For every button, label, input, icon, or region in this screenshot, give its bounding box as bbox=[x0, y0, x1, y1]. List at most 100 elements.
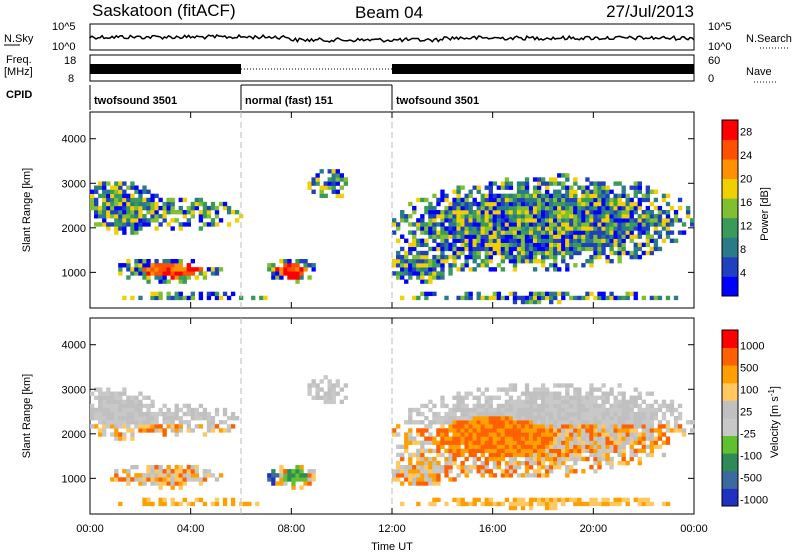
heatmap-cell bbox=[536, 448, 542, 454]
heatmap-cell bbox=[593, 242, 598, 248]
heatmap-cell bbox=[669, 238, 675, 243]
heatmap-cell bbox=[178, 210, 183, 215]
heatmap-cell bbox=[420, 226, 425, 231]
heatmap-cell bbox=[524, 448, 530, 454]
heatmap-cell bbox=[573, 222, 578, 227]
heatmap-cell bbox=[126, 210, 131, 215]
heatmap-cell bbox=[593, 416, 598, 421]
heatmap-cell bbox=[565, 210, 570, 215]
heatmap-cell bbox=[557, 383, 562, 388]
heatmap-cell bbox=[605, 218, 610, 223]
heatmap-cell bbox=[625, 407, 630, 413]
heatmap-cell bbox=[557, 214, 562, 219]
heatmap-cell bbox=[609, 432, 614, 437]
heatmap-cell bbox=[540, 201, 546, 207]
heatmap-cell bbox=[448, 428, 453, 433]
heatmap-cell bbox=[593, 395, 598, 400]
heatmap-cell bbox=[218, 295, 224, 301]
heatmap-cell bbox=[190, 267, 195, 272]
heatmap-cell bbox=[106, 416, 111, 421]
heatmap-cell bbox=[142, 271, 147, 276]
heatmap-cell bbox=[472, 444, 477, 449]
heatmap-cell bbox=[94, 407, 99, 413]
heatmap-cell bbox=[669, 399, 675, 405]
heatmap-cell bbox=[553, 465, 558, 470]
heatmap-cell bbox=[488, 218, 493, 223]
heatmap-cell bbox=[553, 189, 558, 194]
heatmap-cell bbox=[565, 411, 570, 417]
heatmap-cell bbox=[585, 226, 590, 231]
heatmap-cell bbox=[500, 469, 506, 474]
heatmap-cell bbox=[609, 460, 614, 466]
heatmap-cell bbox=[150, 428, 155, 433]
heatmap-cell bbox=[154, 424, 159, 429]
heatmap-cell bbox=[528, 420, 534, 425]
heatmap-cell bbox=[412, 234, 417, 239]
heatmap-cell bbox=[190, 201, 195, 207]
heatmap-cell bbox=[585, 205, 590, 211]
heatmap-cell bbox=[440, 452, 445, 458]
heatmap-cell bbox=[400, 444, 405, 449]
heatmap-cell bbox=[629, 222, 634, 227]
heatmap-cell bbox=[202, 275, 208, 280]
heatmap-cell bbox=[557, 197, 562, 203]
heatmap-cell bbox=[444, 295, 449, 301]
heatmap-cell bbox=[202, 214, 208, 219]
heatmap-cell bbox=[218, 420, 224, 425]
heatmap-cell bbox=[400, 501, 405, 507]
heatmap-cell bbox=[516, 444, 522, 449]
heatmap-cell bbox=[545, 465, 550, 470]
heatmap-cell bbox=[142, 420, 147, 425]
heatmap-cell bbox=[545, 267, 550, 272]
heatmap-cell bbox=[677, 411, 683, 417]
heatmap-cell bbox=[114, 432, 119, 437]
heatmap-cell bbox=[408, 465, 413, 470]
heatmap-cell bbox=[162, 432, 167, 437]
heatmap-cell bbox=[122, 411, 127, 417]
heatmap-cell bbox=[581, 403, 586, 409]
heatmap-cell bbox=[138, 428, 143, 433]
heatmap-cell bbox=[605, 205, 610, 211]
heatmap-cell bbox=[98, 391, 103, 396]
heatmap-cell bbox=[456, 201, 461, 207]
heatmap-cell bbox=[279, 271, 284, 276]
heatmap-cell bbox=[271, 481, 276, 486]
heatmap-cell bbox=[154, 411, 159, 417]
heatmap-cell bbox=[540, 501, 546, 507]
heatmap-cell bbox=[432, 226, 437, 231]
heatmap-cell bbox=[102, 218, 107, 223]
heatmap-cell bbox=[464, 201, 469, 207]
heatmap-cell bbox=[190, 416, 195, 421]
heatmap-cell bbox=[492, 238, 497, 243]
freq-trace bbox=[90, 64, 694, 74]
heatmap-cell bbox=[396, 465, 401, 470]
heatmap-cell bbox=[448, 263, 453, 268]
heatmap-cell bbox=[118, 501, 123, 507]
heatmap-cell bbox=[162, 275, 167, 280]
heatmap-cell bbox=[500, 193, 506, 199]
heatmap-cell bbox=[460, 242, 465, 248]
heatmap-cell bbox=[444, 246, 449, 252]
heatmap-cell bbox=[637, 234, 642, 239]
heatmap-cell bbox=[561, 234, 566, 239]
heatmap-cell bbox=[573, 238, 578, 243]
heatmap-cell bbox=[677, 230, 683, 235]
heatmap-cell bbox=[400, 469, 405, 474]
heatmap-cell bbox=[512, 420, 518, 425]
heatmap-cell bbox=[472, 497, 477, 503]
heatmap-cell bbox=[182, 197, 187, 203]
heatmap-cell bbox=[162, 469, 167, 474]
heatmap-cell bbox=[661, 222, 667, 227]
heatmap-cell bbox=[408, 263, 413, 268]
heatmap-cell bbox=[613, 250, 618, 256]
heatmap-cell bbox=[476, 226, 481, 231]
heatmap-cell bbox=[532, 428, 538, 433]
heatmap-cell bbox=[500, 456, 506, 462]
heatmap-cell bbox=[178, 259, 183, 264]
heatmap-cell bbox=[146, 497, 151, 503]
heatmap-cell bbox=[488, 403, 493, 409]
heatmap-cell bbox=[553, 391, 558, 396]
heatmap-cell bbox=[633, 193, 638, 199]
heatmap-cell bbox=[154, 193, 159, 199]
heatmap-cell bbox=[275, 481, 280, 486]
